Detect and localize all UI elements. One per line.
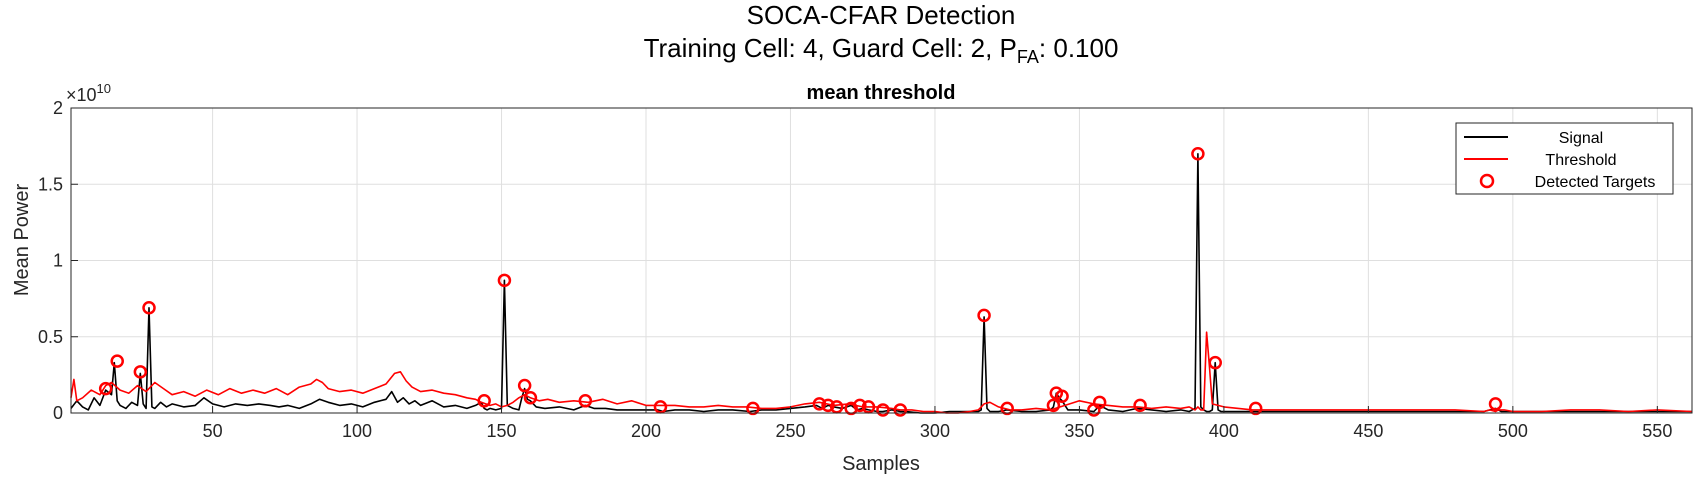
tick-marks	[71, 107, 1658, 414]
detected-target-marker	[812, 397, 827, 411]
detected-target-marker	[1191, 147, 1205, 161]
plot-series	[70, 147, 1693, 417]
y-tick-label: 1	[53, 251, 63, 271]
detected-target-marker	[1055, 389, 1069, 403]
y-tick-label: 0	[53, 403, 63, 423]
detected-target-marker	[517, 378, 532, 393]
detected-target-marker	[497, 273, 512, 288]
x-tick-label: 200	[631, 421, 661, 441]
y-exponent: ×1010	[66, 81, 111, 105]
x-tick-label: 100	[342, 421, 372, 441]
y-exponent-power: 10	[97, 81, 111, 96]
subtitle-subscript: FA	[1017, 47, 1039, 67]
detected-target-marker	[893, 403, 908, 417]
detected-target-marker	[142, 301, 156, 315]
detected-target-marker	[477, 394, 491, 408]
detected-target-marker	[876, 403, 890, 417]
detected-target-marker	[746, 401, 760, 416]
detected-target-marker	[98, 381, 113, 396]
detected-target-marker	[1046, 398, 1061, 413]
detected-target-marker	[861, 400, 876, 414]
detected-target-marker	[1488, 397, 1503, 411]
detected-target-marker	[1000, 401, 1014, 416]
x-tick-label: 450	[1353, 421, 1383, 441]
subtitle-prefix: Training Cell: 4, Guard Cell: 2, P	[644, 33, 1017, 63]
detected-target-marker	[523, 391, 538, 405]
x-tick-label: 50	[203, 421, 223, 441]
detected-target-marker	[1087, 403, 1101, 417]
y-axis-label: Mean Power	[11, 184, 33, 297]
detected-target-marker	[133, 365, 148, 379]
x-tick-label: 150	[487, 421, 517, 441]
subtitle-suffix: : 0.100	[1039, 33, 1119, 63]
detected-target-marker	[1208, 355, 1222, 370]
x-tick-label: 250	[775, 421, 805, 441]
figure-title: SOCA-CFAR Detection	[747, 0, 1016, 30]
x-tick-label: 400	[1209, 421, 1239, 441]
detected-target-marker	[853, 398, 867, 413]
axes-title: mean threshold	[807, 82, 956, 104]
y-tick-label: 0.5	[38, 327, 63, 347]
legend-signal-label: Signal	[1559, 130, 1603, 147]
grid-lines	[71, 107, 1692, 414]
detected-target-marker	[977, 308, 991, 323]
figure-subtitle: Training Cell: 4, Guard Cell: 2, PFA: 0.…	[644, 33, 1119, 67]
legend-targets-marker	[1479, 173, 1495, 189]
y-tick-label: 1.5	[38, 174, 63, 194]
y-tick-label: 2	[53, 98, 63, 118]
detected-target-marker	[110, 354, 124, 368]
legend: Signal Threshold Detected Targets	[1455, 122, 1674, 195]
y-exponent-base: ×10	[66, 85, 97, 105]
detected-target-marker	[653, 400, 668, 414]
detected-target-marker	[1133, 398, 1147, 413]
legend-threshold-label: Threshold	[1545, 152, 1616, 169]
detected-target-marker	[1092, 395, 1107, 410]
detected-target-marker	[829, 400, 844, 414]
x-tick-label: 300	[920, 421, 950, 441]
detected-target-marker	[821, 398, 835, 413]
x-tick-label: 350	[1064, 421, 1094, 441]
detected-target-marker	[578, 394, 593, 408]
threshold-line	[70, 331, 1693, 414]
x-tick-label: 500	[1498, 421, 1528, 441]
signal-line	[70, 153, 1692, 414]
x-axis-label: Samples	[842, 453, 920, 475]
detected-target-marker	[1248, 401, 1263, 416]
tick-labels: 50 100 150 200 250 300 350 400 450 500 550 0 0.5 1 1.5…	[38, 98, 1672, 441]
legend-targets-label: Detected Targets	[1535, 174, 1656, 191]
x-tick-label: 550	[1642, 421, 1672, 441]
